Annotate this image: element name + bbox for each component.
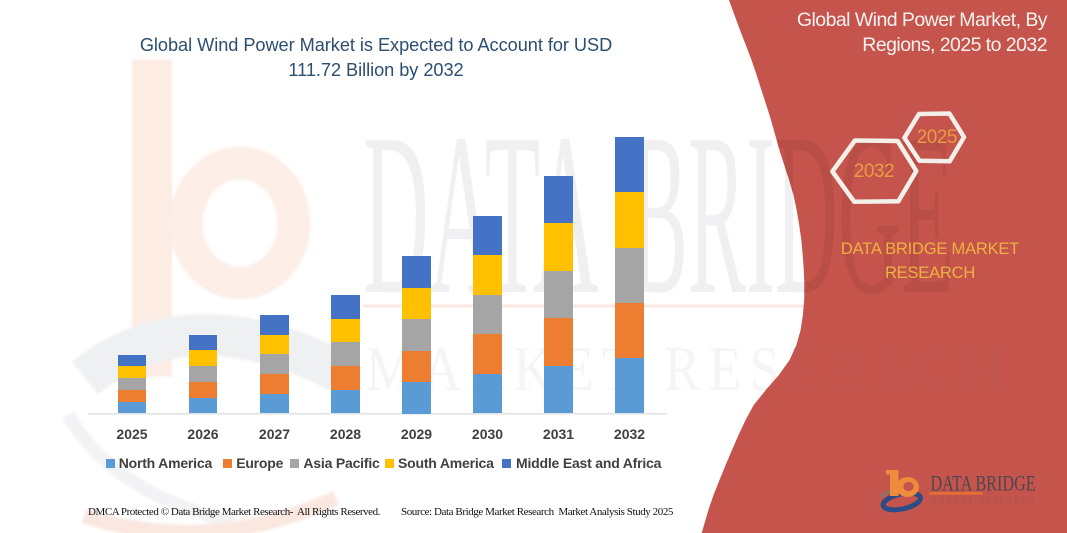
svg-text:MARKET RESEARCH: MARKET RESEARCH — [930, 495, 1036, 507]
svg-text:DATA BRIDGE: DATA BRIDGE — [931, 472, 1036, 496]
